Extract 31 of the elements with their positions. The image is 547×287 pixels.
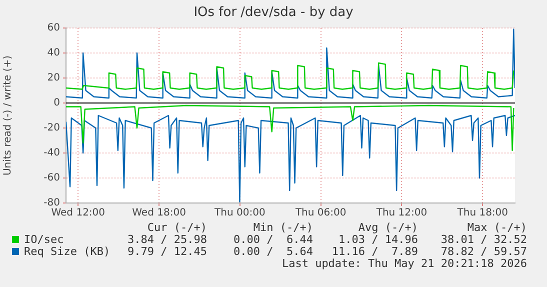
x-tick-label: Thu 18:00 (456, 208, 508, 219)
x-tick-label: Thu 12:00 (375, 208, 428, 219)
text: Last update: Thu May 21 20:21:18 2026 (282, 257, 527, 270)
text: 1.03 / 14.96 (338, 233, 418, 246)
text: 11.16 / 7.89 (332, 245, 418, 258)
y-tick-label: -40 (44, 148, 60, 159)
y-tick-label: 0 (54, 98, 60, 109)
text: Max (-/+) (467, 221, 527, 234)
text: 3.84 / 25.98 (128, 233, 207, 246)
text: Avg (-/+) (358, 221, 418, 234)
y-tick-label: -80 (44, 198, 60, 209)
text: 0.00 / 5.64 (234, 245, 313, 258)
y-axis-title: Units read (-) / write (+) (2, 55, 14, 176)
y-tick-label: 20 (47, 72, 60, 84)
text: Cur (-/+) (147, 221, 207, 234)
x-tick-label: Wed 18:00 (132, 208, 186, 219)
x-tick-label: Wed 12:00 (51, 208, 106, 219)
y-tick-label: 40 (47, 48, 60, 59)
text: 9.79 / 12.45 (128, 245, 207, 258)
y-tick-label: -60 (44, 172, 60, 184)
text: 78.82 / 59.57 (440, 245, 527, 258)
x-tick-label: Thu 00:00 (214, 208, 266, 219)
text: 0.00 / 6.44 (234, 233, 313, 246)
chart-title: IOs for /dev/sda - by day (192, 5, 354, 20)
text: 38.01 / 32.52 (440, 233, 527, 246)
text: Min (-/+) (253, 221, 313, 234)
x-tick-label: Thu 06:00 (294, 208, 346, 219)
legend-label: IO/sec (23, 233, 64, 246)
y-tick-label: -20 (44, 122, 60, 134)
legend-label: Req Size (KB) (23, 245, 110, 258)
y-tick-label: 60 (47, 22, 60, 34)
